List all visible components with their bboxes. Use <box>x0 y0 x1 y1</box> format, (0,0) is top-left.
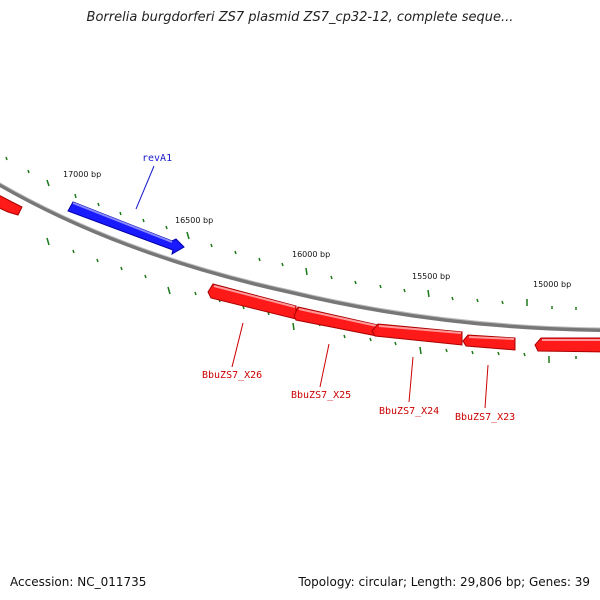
plasmid-backbone-highlight <box>0 182 600 329</box>
gene-label-revA1: revA1 <box>142 153 172 164</box>
plasmid-backbone <box>0 182 600 332</box>
tick-label-16000: 16000 bp <box>292 250 330 259</box>
tick-label-15500: 15500 bp <box>412 272 450 281</box>
tick-label-17000: 17000 bp <box>63 170 101 179</box>
gene-label-BbuZS7_X23: BbuZS7_X23 <box>455 412 515 423</box>
leader-line-revA1 <box>135 165 155 210</box>
tick-label-16500: 16500 bp <box>175 216 213 225</box>
leader-line-X26 <box>231 322 244 368</box>
gene-partial-left[interactable] <box>0 193 23 216</box>
outer-tick-ring <box>5 156 577 310</box>
gene-partial-right[interactable] <box>534 337 600 353</box>
gene-BbuZS7_X24[interactable] <box>371 323 463 346</box>
map-title: Borrelia burgdorferi ZS7 plasmid ZS7_cp3… <box>86 10 514 25</box>
gene-label-BbuZS7_X25: BbuZS7_X25 <box>291 390 351 401</box>
leader-line-X25 <box>319 343 330 388</box>
topology-summary: Topology: circular; Length: 29,806 bp; G… <box>298 575 590 589</box>
accession-text: Accession: NC_011735 <box>10 575 147 589</box>
gene-BbuZS7_X25[interactable] <box>293 306 379 337</box>
gene-BbuZS7_X23[interactable] <box>462 334 516 351</box>
gene-label-BbuZS7_X24: BbuZS7_X24 <box>379 406 439 417</box>
leader-line-X24 <box>408 356 414 403</box>
gene-label-BbuZS7_X26: BbuZS7_X26 <box>202 370 262 381</box>
leader-line-X23 <box>484 364 489 409</box>
tick-label-15000: 15000 bp <box>533 280 571 289</box>
gene-revA1[interactable] <box>67 201 185 256</box>
